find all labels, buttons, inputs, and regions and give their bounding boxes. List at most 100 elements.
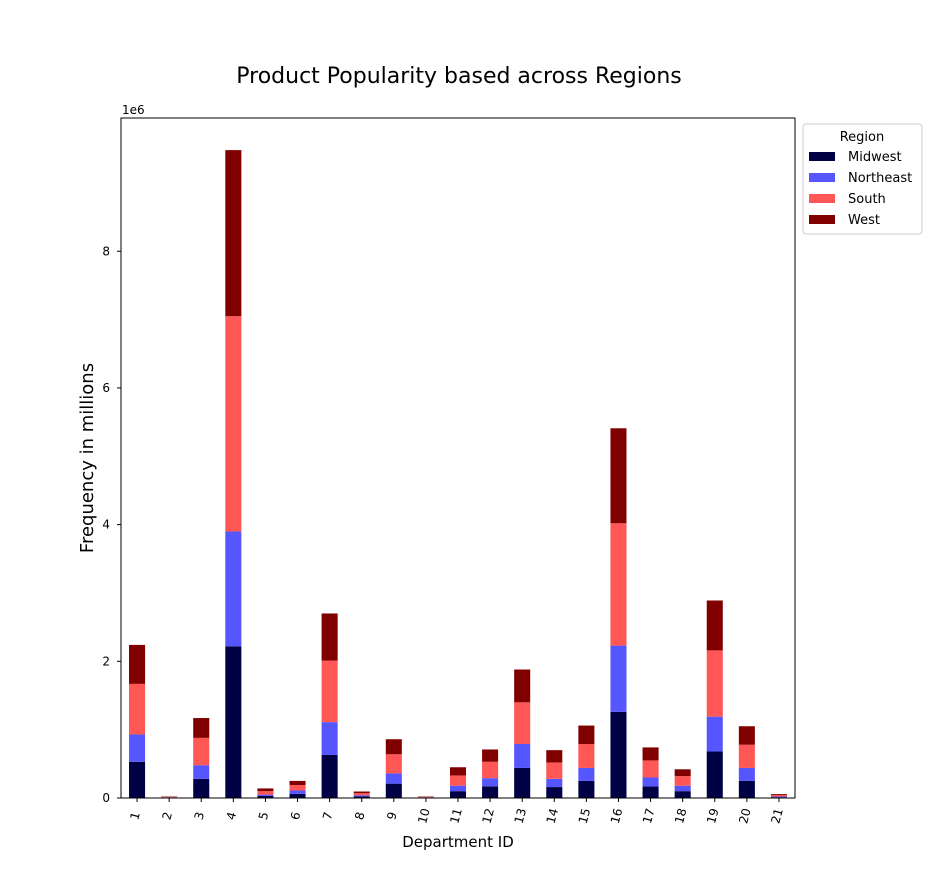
bar-northeast-dept-8 [353, 795, 370, 797]
bar-south-dept-12 [482, 761, 499, 779]
bar-midwest-dept-12 [482, 786, 499, 798]
x-tick-label: 2 [160, 810, 176, 821]
bar-northeast-dept-1 [129, 734, 146, 762]
bar-midwest-dept-19 [706, 751, 723, 798]
bar-south-dept-17 [642, 760, 659, 778]
bar-west-dept-4 [225, 150, 242, 317]
bar-south-dept-14 [546, 762, 563, 779]
bar-south-dept-4 [225, 316, 242, 532]
legend-items: Midwest Northeast South West [809, 150, 912, 228]
y-tick-label: 2 [102, 654, 110, 668]
x-tick-label: 7 [320, 810, 336, 821]
bar-northeast-dept-11 [449, 785, 467, 792]
bar-northeast-dept-19 [706, 716, 723, 752]
bar-west-dept-11 [449, 767, 467, 776]
bar-south-dept-5 [257, 791, 274, 795]
bar-midwest-dept-11 [449, 791, 467, 798]
bar-south-dept-19 [706, 650, 723, 717]
bar-northeast-dept-3 [193, 765, 210, 779]
bar-south-dept-7 [321, 660, 338, 723]
bar-midwest-dept-13 [514, 767, 531, 798]
y-axis-label: Frequency in millions [77, 363, 98, 553]
bar-west-dept-5 [257, 788, 274, 792]
y-ticks-group: 0 2 4 6 8 [102, 244, 121, 805]
bar-south-dept-6 [289, 785, 306, 791]
bar-midwest-dept-3 [193, 778, 210, 798]
bar-northeast-dept-12 [482, 778, 499, 787]
x-tick-label: 21 [768, 807, 785, 825]
bar-midwest-dept-9 [385, 783, 402, 798]
bar-midwest-dept-4 [225, 646, 242, 798]
legend-swatch-west [809, 215, 835, 224]
y-tick-label: 0 [102, 791, 110, 805]
legend-swatch-south [809, 194, 835, 203]
x-tick-label: 11 [447, 807, 464, 825]
bar-south-dept-15 [578, 744, 595, 768]
bar-south-dept-3 [193, 737, 210, 766]
bar-northeast-dept-9 [385, 773, 402, 784]
bar-midwest-dept-1 [129, 761, 146, 798]
bar-west-dept-8 [353, 791, 370, 794]
x-tick-label: 10 [415, 807, 432, 825]
bar-south-dept-1 [129, 683, 146, 735]
bar-west-dept-3 [193, 718, 210, 738]
bar-northeast-dept-15 [578, 767, 595, 781]
x-tick-label: 9 [384, 810, 400, 821]
bar-south-dept-16 [610, 523, 627, 646]
x-tick-label: 20 [736, 807, 753, 825]
legend-label-midwest: Midwest [848, 150, 902, 165]
bar-midwest-dept-7 [321, 754, 338, 798]
bar-west-dept-15 [578, 725, 595, 745]
x-tick-label: 18 [672, 807, 689, 825]
bar-west-dept-6 [289, 780, 306, 786]
bar-northeast-dept-4 [225, 531, 242, 647]
x-tick-label: 5 [256, 810, 272, 821]
bar-south-dept-11 [449, 775, 467, 786]
y-tick-label: 6 [102, 381, 110, 395]
bar-northeast-dept-13 [514, 744, 531, 768]
y-tick-label: 4 [102, 518, 110, 532]
bar-south-dept-9 [385, 754, 402, 774]
x-tick-label: 12 [479, 807, 496, 825]
bar-northeast-dept-5 [257, 794, 274, 796]
plot-frame [120, 117, 796, 799]
bar-west-dept-12 [482, 749, 499, 762]
bar-northeast-dept-20 [738, 767, 755, 781]
bar-midwest-dept-8 [353, 796, 370, 798]
x-tick-label: 13 [512, 807, 529, 825]
bar-south-dept-8 [353, 793, 370, 796]
bar-south-dept-21 [770, 795, 787, 797]
bar-west-dept-16 [610, 428, 627, 524]
legend-box [802, 123, 923, 235]
bar-west-dept-21 [770, 794, 787, 796]
bar-northeast-dept-7 [321, 722, 338, 755]
x-tick-label: 1 [127, 810, 143, 821]
x-tick-label: 15 [576, 807, 593, 825]
bar-south-dept-13 [514, 702, 531, 745]
bar-south-dept-18 [674, 776, 691, 786]
bar-west-dept-13 [514, 669, 531, 703]
bar-northeast-dept-18 [674, 785, 691, 792]
chart-title: Product Popularity based across Regions [236, 64, 681, 89]
bar-northeast-dept-16 [610, 645, 627, 712]
bar-west-dept-9 [385, 739, 402, 755]
legend-swatch-midwest [809, 152, 835, 161]
legend: Region Midwest Northeast South West [802, 123, 923, 235]
bar-northeast-dept-6 [289, 790, 306, 794]
legend-label-northeast: Northeast [848, 171, 912, 186]
legend-label-west: West [848, 213, 880, 228]
y-tick-label: 8 [102, 244, 110, 258]
bar-midwest-dept-18 [674, 791, 691, 798]
bar-south-dept-20 [738, 744, 755, 768]
bars-group [129, 150, 787, 798]
x-tick-label: 6 [288, 810, 304, 821]
bar-west-dept-17 [642, 747, 659, 761]
legend-title: Region [840, 130, 885, 145]
bar-midwest-dept-16 [610, 711, 627, 798]
bar-midwest-dept-6 [289, 793, 306, 798]
bar-west-dept-14 [546, 750, 563, 763]
x-tick-label: 3 [192, 810, 208, 821]
x-tick-label: 8 [352, 810, 368, 821]
bar-west-dept-18 [674, 769, 691, 777]
